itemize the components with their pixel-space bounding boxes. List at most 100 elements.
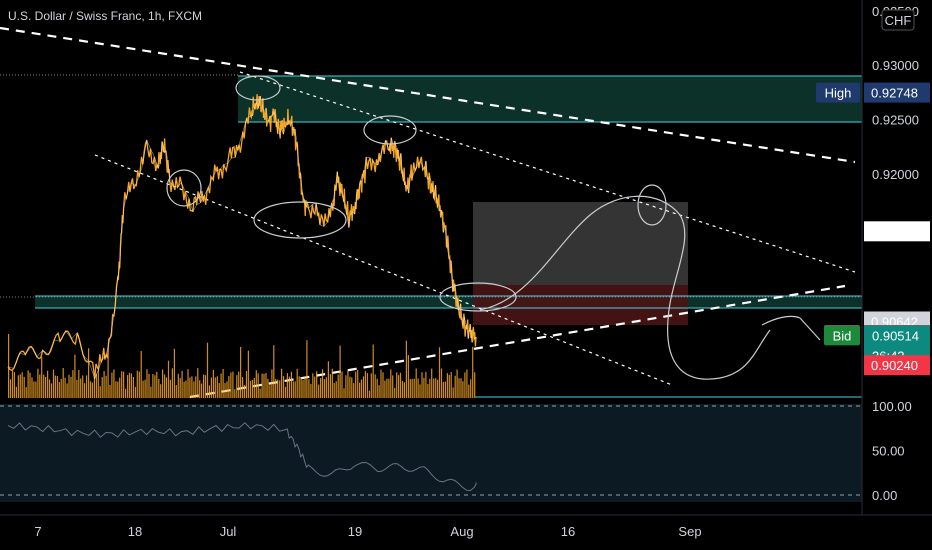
volume-bar [335, 381, 337, 398]
volume-bar [442, 382, 444, 398]
trend-lines [0, 26, 856, 399]
volume-bar [146, 369, 148, 398]
volume-bar [284, 386, 287, 398]
volume-bar [362, 376, 365, 398]
volume-bar [259, 388, 261, 398]
volume-bar [78, 369, 80, 398]
volume-bar [117, 381, 119, 398]
volume-bar [243, 385, 246, 398]
ellipse-annotation [363, 115, 417, 145]
volume-bar [398, 375, 400, 398]
volume-bar [394, 387, 396, 398]
volume-bar [60, 378, 62, 398]
volume-bar [113, 369, 115, 398]
hand-drawn-annotations [166, 75, 821, 380]
time-axis[interactable]: 7 18 Jul 19 Aug 16 Sep [34, 524, 701, 539]
volume-bar [388, 378, 390, 398]
volume-bar [427, 384, 429, 398]
volume-bar [136, 370, 138, 398]
ellipse-annotation [166, 169, 202, 207]
volume-bar [203, 374, 205, 398]
volume-bar [210, 377, 212, 398]
volume-bar [154, 375, 156, 398]
volume-bar [421, 372, 423, 398]
volume-bar [360, 379, 363, 398]
volume-bar [236, 375, 238, 398]
volume-bar [177, 373, 179, 398]
volume-bar [316, 371, 318, 398]
volume-bar [115, 381, 117, 398]
volume-bar [128, 372, 131, 398]
volume-bar [140, 351, 142, 398]
volume-bar [195, 376, 197, 398]
time-tick-label: Sep [678, 524, 701, 539]
volume-bar [144, 379, 146, 398]
volume-bar [130, 373, 132, 398]
volume-bar [109, 384, 111, 398]
volume-bar [401, 381, 404, 398]
volume-bar [417, 378, 419, 398]
price-tag: 0.90240 [864, 355, 930, 376]
symbol-title: U.S. Dollar / Swiss Franc, 1h, FXCM [8, 9, 202, 23]
volume-bar [93, 375, 95, 398]
volume-bar [403, 382, 405, 398]
volume-bar [156, 371, 158, 398]
volume-bar [127, 375, 129, 398]
resistance-zone [238, 76, 862, 122]
volume-bar [31, 377, 33, 398]
target-box [473, 202, 688, 285]
volume-bar [265, 373, 267, 398]
volume-bar [171, 368, 173, 398]
volume-bar [234, 389, 236, 398]
volume-bar [325, 377, 327, 398]
volume-bar [345, 375, 347, 398]
volume-bar [86, 375, 88, 398]
volume-bar [296, 368, 298, 398]
currency-badge-text: CHF [885, 13, 912, 28]
volume-bar [448, 375, 450, 398]
volume-bar [329, 374, 331, 398]
volume-bar [50, 383, 53, 398]
volume-bar [8, 334, 10, 398]
currency-badge: CHF [881, 9, 915, 31]
volume-bar [152, 374, 154, 398]
volume-bar [384, 380, 386, 398]
volume-bar [52, 369, 55, 398]
volume-bar [405, 340, 407, 398]
volume-bar [107, 347, 109, 398]
volume-bar [13, 372, 15, 398]
volume-bar [341, 371, 343, 398]
volume-bar [327, 361, 329, 398]
volume-bar [415, 368, 417, 398]
volume-bar [230, 372, 232, 398]
volume-bar [429, 378, 431, 398]
volume-bar [378, 385, 380, 398]
volume-bar [54, 375, 56, 398]
price-tag-label-frame [824, 325, 860, 346]
volume-bar [294, 381, 296, 398]
volume-bar [15, 386, 17, 398]
volume-bar [431, 368, 433, 398]
volume-bar [240, 347, 242, 398]
time-tick-label: 7 [34, 524, 41, 539]
volume-bar [472, 346, 474, 398]
volume-bars [8, 334, 476, 398]
volume-bar [343, 388, 345, 398]
volume-bar [438, 347, 441, 398]
indicator-scale[interactable]: 100.00 50.00 0.00 [872, 399, 912, 503]
volume-bar [169, 379, 171, 398]
price-tag: 0.92748 High [816, 82, 930, 103]
volume-bar [164, 374, 166, 398]
volume-bar [290, 371, 292, 398]
volume-bar [269, 385, 271, 398]
volume-bar [279, 380, 281, 398]
price-tag-value: 0.91472 [871, 224, 918, 239]
volume-bar [19, 374, 21, 398]
volume-bar [37, 368, 39, 398]
ellipse-annotation [637, 184, 667, 226]
volume-bar [337, 374, 339, 398]
volume-bar [103, 371, 105, 398]
volume-bar [255, 370, 257, 398]
